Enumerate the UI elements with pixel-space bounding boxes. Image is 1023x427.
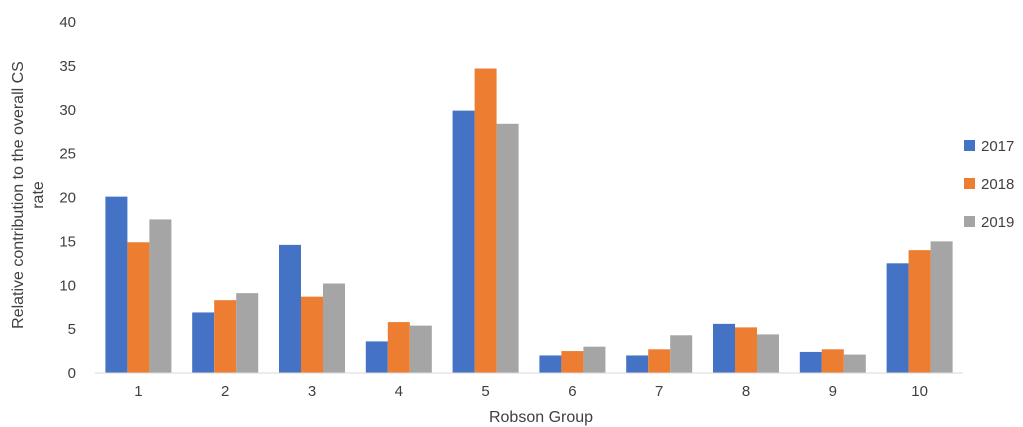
- bar-2019-group-6: [583, 346, 606, 373]
- y-tick-label: 20: [59, 190, 76, 207]
- x-tick-label: 7: [655, 383, 663, 400]
- y-tick-label: 0: [68, 365, 76, 382]
- bar-2019-group-1: [149, 219, 172, 373]
- x-tick-label: 2: [221, 383, 229, 400]
- x-tick-label: 4: [395, 383, 403, 400]
- bar-2019-group-3: [323, 283, 345, 373]
- y-tick-label: 15: [59, 233, 76, 250]
- bar-2018-group-2: [214, 300, 237, 373]
- legend-label-2017: 2017: [981, 138, 1014, 155]
- x-tick-label: 5: [481, 383, 489, 400]
- bar-2017-group-8: [713, 323, 735, 373]
- x-tick-label: 10: [911, 383, 928, 400]
- y-tick-label: 40: [59, 14, 76, 31]
- legend-label-2019: 2019: [981, 214, 1014, 231]
- bar-2017-group-6: [539, 355, 562, 373]
- x-tick-label: 3: [308, 383, 316, 400]
- bar-2018-group-6: [561, 351, 584, 373]
- bar-2018-group-8: [735, 327, 757, 373]
- y-axis-title-line-2: rate: [30, 181, 47, 209]
- bar-2018-group-10: [908, 250, 931, 373]
- x-tick-label: 9: [829, 383, 837, 400]
- bar-2017-group-1: [105, 196, 128, 373]
- bar-2019-group-9: [843, 354, 866, 373]
- legend: 2017 2018 2019: [964, 138, 1014, 231]
- y-axis-ticks: 0 5 10 15 20 25 30 35 40: [59, 14, 76, 382]
- y-tick-label: 35: [59, 58, 76, 75]
- bar-2017-group-9: [799, 351, 822, 373]
- legend-swatch-2017: [964, 140, 975, 151]
- y-axis-title-line-1: Relative contribution to the overall CS: [10, 61, 27, 329]
- x-tick-label: 8: [742, 383, 750, 400]
- bar-2017-group-3: [279, 244, 301, 373]
- x-tick-label: 6: [568, 383, 576, 400]
- y-tick-label: 30: [59, 102, 76, 119]
- y-tick-label: 25: [59, 146, 76, 163]
- legend-swatch-2018: [964, 178, 975, 189]
- bar-2019-group-7: [670, 335, 693, 373]
- y-axis-title: Relative contribution to the overall CS …: [10, 61, 47, 329]
- x-axis-ticks: 1 2 3 4 5 6 7 8 9 10: [134, 383, 928, 400]
- bar-2018-group-1: [127, 242, 150, 373]
- bar-2019-group-2: [236, 293, 259, 373]
- legend-swatch-2019: [964, 216, 975, 227]
- bar-2018-group-5: [474, 68, 497, 373]
- bar-2018-group-4: [387, 322, 410, 373]
- bar-2017-group-10: [886, 263, 909, 373]
- bar-2018-group-7: [648, 349, 671, 373]
- bars: [105, 68, 953, 373]
- x-axis-title: Robson Group: [489, 409, 593, 426]
- bar-2018-group-3: [301, 296, 323, 373]
- x-tick-label: 1: [134, 383, 142, 400]
- bar-2018-group-9: [821, 349, 844, 373]
- legend-label-2018: 2018: [981, 176, 1014, 193]
- y-tick-label: 10: [59, 277, 76, 294]
- bar-2019-group-10: [930, 241, 953, 373]
- bar-2017-group-7: [626, 355, 649, 373]
- bar-2017-group-2: [192, 312, 215, 373]
- bar-2017-group-4: [365, 341, 388, 373]
- bar-2019-group-5: [496, 123, 519, 373]
- bar-2017-group-5: [452, 110, 475, 373]
- bar-2019-group-4: [409, 325, 432, 373]
- bar-2019-group-8: [757, 334, 779, 373]
- y-tick-label: 5: [68, 321, 76, 338]
